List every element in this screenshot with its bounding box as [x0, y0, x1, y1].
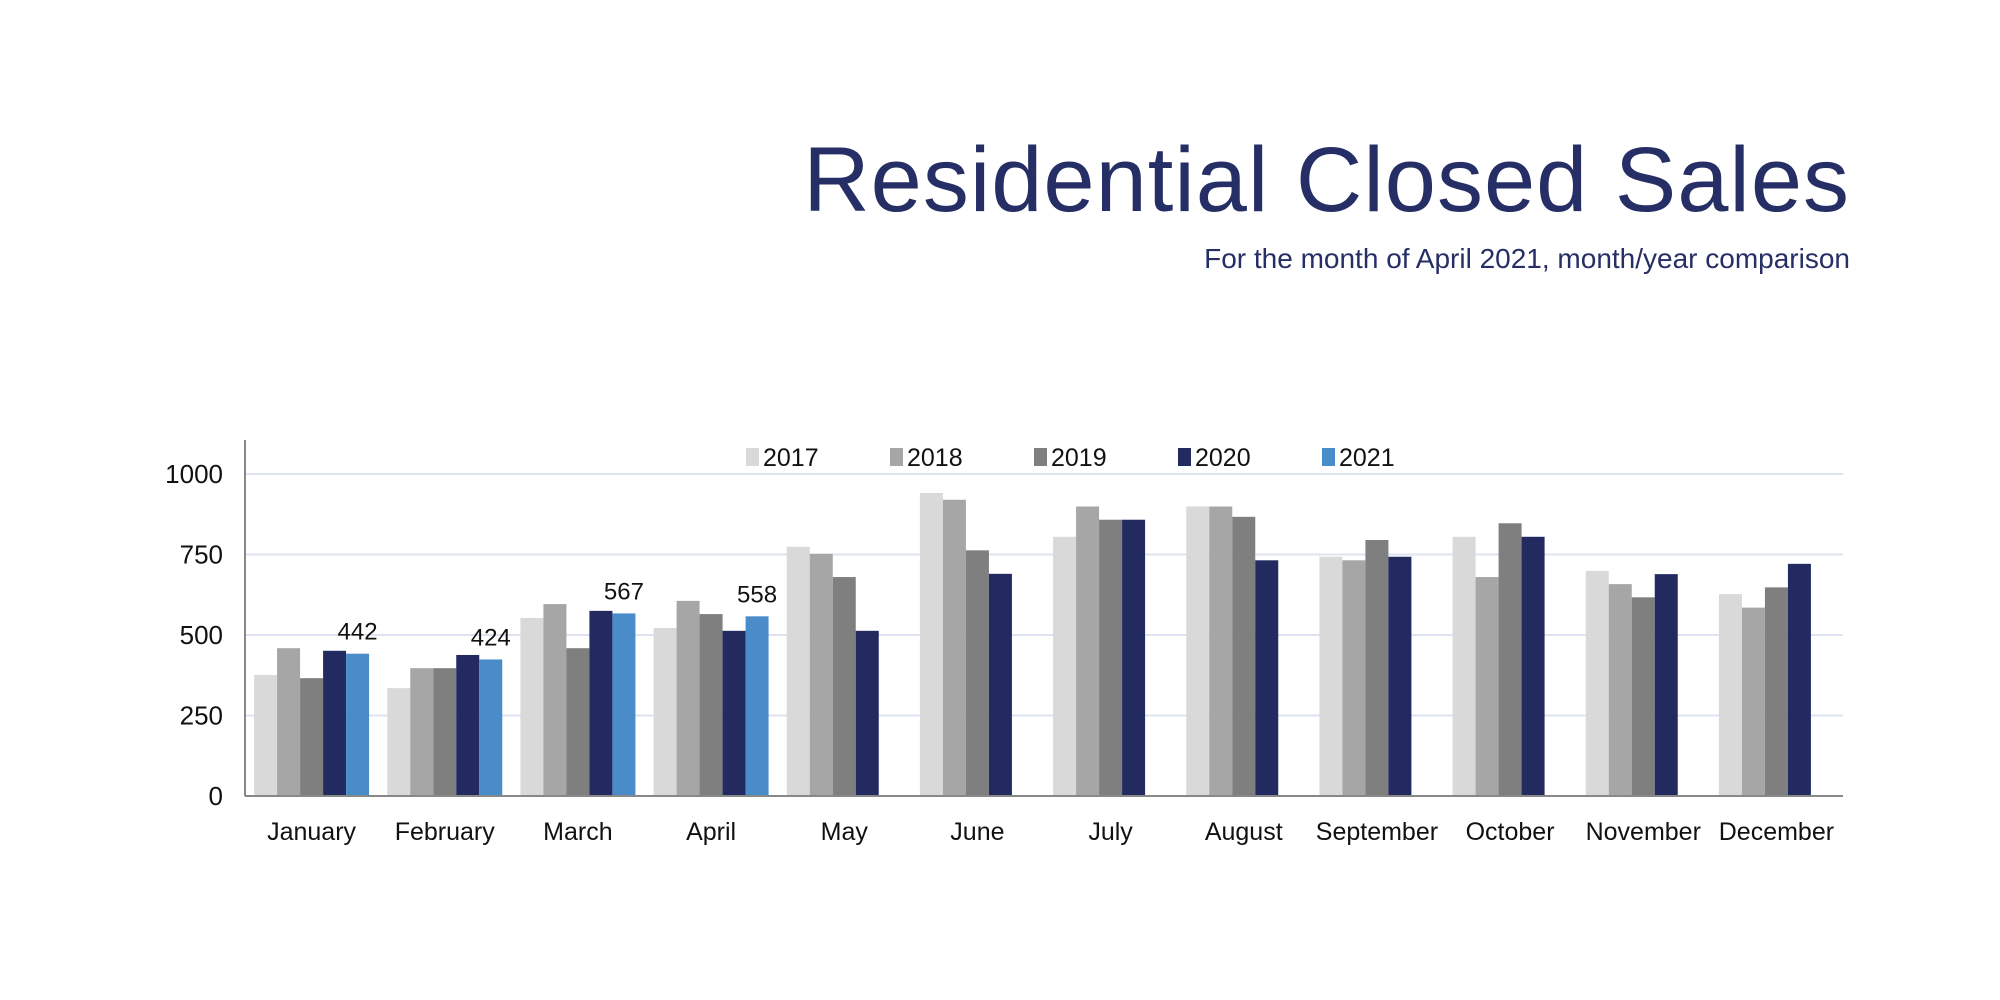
bar-2020 — [988, 573, 1012, 796]
bar-2020 — [589, 610, 613, 796]
bar-2018 — [676, 600, 700, 796]
data-label: 442 — [338, 619, 378, 646]
bar-2021 — [612, 613, 636, 796]
bar-2018 — [1076, 506, 1100, 796]
data-label: 558 — [737, 581, 777, 608]
bar-2021 — [346, 653, 370, 796]
data-label: 567 — [604, 578, 644, 605]
bar-2017 — [1053, 536, 1077, 796]
y-tick-label: 250 — [180, 701, 223, 731]
legend-swatch — [1322, 448, 1335, 466]
chart-title: Residential Closed Sales — [803, 129, 1850, 231]
x-tick-label: September — [1316, 818, 1438, 846]
legend-swatch — [746, 448, 759, 466]
bar-2020 — [456, 654, 480, 796]
data-label: 424 — [471, 624, 511, 651]
bar-2021 — [479, 659, 503, 796]
bar-2017 — [1718, 594, 1742, 796]
y-tick-label: 750 — [180, 540, 223, 570]
bar-2018 — [277, 648, 301, 796]
legend-label: 2019 — [1051, 444, 1107, 472]
bar-2018 — [1209, 506, 1233, 796]
bar-2020 — [1654, 574, 1678, 796]
bar-2018 — [1608, 584, 1632, 796]
bar-2020 — [323, 650, 347, 796]
legend-label: 2018 — [907, 444, 963, 472]
x-tick-label: October — [1466, 818, 1555, 846]
bar-2017 — [919, 492, 943, 796]
bar-2017 — [786, 546, 810, 796]
x-tick-label: December — [1719, 818, 1834, 846]
x-tick-label: November — [1586, 818, 1701, 846]
bar-2020 — [855, 630, 879, 796]
bar-2018 — [942, 499, 966, 796]
x-tick-label: May — [821, 818, 869, 846]
legend-label: 2021 — [1339, 444, 1395, 472]
bar-2018 — [1475, 577, 1499, 796]
bar-2018 — [1342, 560, 1366, 796]
bar-2020 — [1122, 519, 1146, 796]
legend-swatch — [1178, 448, 1191, 466]
bar-2019 — [300, 678, 324, 796]
bar-2019 — [1232, 516, 1256, 796]
legend-swatch — [890, 448, 903, 466]
bar-2019 — [699, 614, 723, 796]
bar-2017 — [1585, 570, 1609, 796]
x-tick-label: July — [1088, 818, 1133, 846]
bar-2020 — [1521, 536, 1545, 796]
bar-2018 — [1741, 607, 1765, 796]
bar-2020 — [1787, 563, 1811, 796]
bar-2019 — [1764, 587, 1788, 796]
bar-2017 — [520, 617, 544, 796]
bar-2020 — [1388, 556, 1412, 796]
bar-2019 — [566, 648, 590, 796]
x-tick-label: April — [686, 818, 736, 846]
bar-2019 — [433, 668, 457, 796]
x-tick-label: March — [543, 818, 612, 846]
bar-2018 — [543, 604, 567, 796]
bar-2018 — [809, 553, 833, 796]
bar-2021 — [745, 616, 769, 796]
chart-subtitle: For the month of April 2021, month/year … — [1204, 243, 1850, 274]
bar-2019 — [1365, 540, 1389, 796]
bar-2019 — [1099, 519, 1123, 796]
y-tick-label: 500 — [180, 620, 223, 650]
bar-2020 — [722, 630, 746, 796]
bar-2017 — [1186, 506, 1210, 796]
bar-2017 — [1452, 536, 1476, 796]
y-tick-label: 0 — [209, 781, 223, 811]
bar-2017 — [653, 627, 677, 796]
legend-label: 2020 — [1195, 444, 1251, 472]
bar-2019 — [965, 550, 989, 796]
bar-2017 — [387, 688, 411, 796]
bar-2017 — [254, 674, 278, 796]
x-tick-label: February — [395, 818, 496, 846]
x-tick-label: June — [950, 818, 1004, 846]
y-tick-label: 1000 — [165, 459, 223, 489]
bar-2018 — [410, 668, 434, 796]
x-tick-label: August — [1205, 818, 1283, 846]
bar-2019 — [1498, 523, 1522, 796]
bar-2020 — [1255, 560, 1279, 796]
x-tick-label: January — [267, 818, 356, 846]
bar-2017 — [1319, 556, 1343, 796]
legend-swatch — [1034, 448, 1047, 466]
bar-2019 — [1631, 597, 1655, 796]
legend-label: 2017 — [763, 444, 819, 472]
bar-2019 — [832, 577, 856, 796]
